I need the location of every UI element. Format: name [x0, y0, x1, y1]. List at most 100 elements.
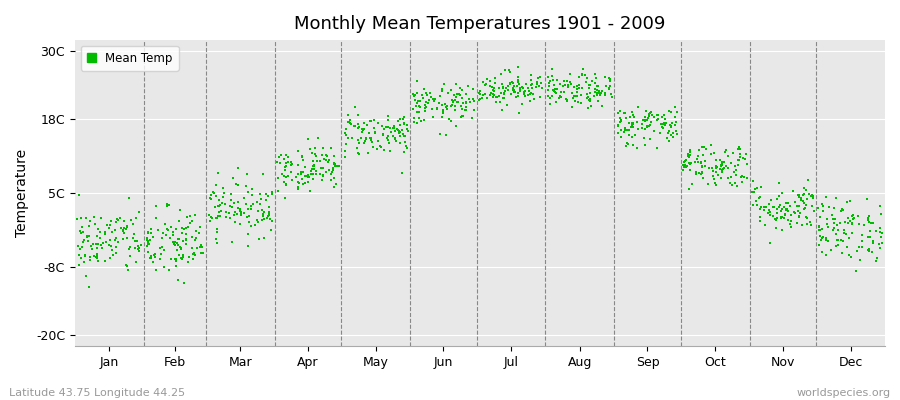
Point — [432, 100, 446, 106]
Point — [524, 82, 538, 88]
Point — [126, 235, 140, 242]
Point — [445, 101, 459, 108]
Point — [724, 182, 739, 188]
Point — [796, 206, 811, 212]
Point — [351, 112, 365, 118]
Point — [111, 239, 125, 245]
Point — [834, 250, 849, 256]
Point — [409, 103, 423, 109]
Point — [770, 225, 784, 231]
Point — [513, 84, 527, 91]
Point — [759, 204, 773, 210]
Point — [643, 122, 657, 128]
Point — [794, 194, 808, 201]
Point — [319, 152, 333, 158]
Point — [292, 179, 306, 185]
Point — [560, 78, 574, 84]
Point — [855, 244, 869, 250]
Point — [104, 229, 119, 236]
Point — [397, 120, 411, 127]
Point — [657, 112, 671, 118]
Point — [320, 153, 334, 159]
Point — [500, 83, 515, 89]
Point — [306, 170, 320, 177]
Point — [734, 174, 748, 180]
Point — [701, 165, 716, 171]
Point — [453, 85, 467, 91]
Point — [407, 93, 421, 99]
Point — [546, 77, 561, 84]
Point — [278, 194, 293, 201]
Point — [763, 196, 778, 203]
Point — [472, 96, 487, 102]
Point — [188, 252, 202, 258]
Point — [355, 129, 369, 136]
Point — [581, 97, 596, 103]
Point — [681, 154, 696, 160]
Point — [640, 122, 654, 129]
Point — [815, 233, 830, 240]
Point — [211, 170, 225, 176]
Point — [120, 223, 134, 230]
Point — [679, 164, 693, 170]
Point — [219, 214, 233, 220]
Point — [591, 98, 606, 104]
Point — [245, 186, 259, 192]
Point — [770, 210, 784, 217]
Point — [549, 90, 563, 96]
Point — [422, 96, 436, 103]
Point — [493, 70, 508, 77]
Point — [677, 159, 691, 165]
Point — [417, 86, 431, 92]
Point — [580, 94, 595, 100]
Point — [387, 123, 401, 130]
Point — [328, 162, 342, 168]
Point — [873, 229, 887, 235]
Point — [167, 240, 182, 247]
Point — [125, 220, 140, 227]
Point — [320, 156, 334, 163]
Point — [188, 237, 202, 243]
Point — [146, 259, 160, 266]
Point — [409, 92, 423, 98]
Point — [784, 217, 798, 224]
Point — [824, 247, 838, 253]
Point — [729, 167, 743, 174]
Point — [261, 213, 275, 220]
Point — [639, 108, 653, 114]
Point — [186, 256, 201, 262]
Point — [567, 93, 581, 99]
Point — [695, 144, 709, 150]
Point — [727, 168, 742, 175]
Point — [638, 126, 652, 132]
Point — [94, 242, 108, 248]
Point — [262, 208, 276, 215]
Point — [485, 84, 500, 90]
Point — [681, 151, 696, 157]
Point — [753, 206, 768, 212]
Point — [719, 147, 733, 154]
Point — [140, 241, 155, 247]
Point — [840, 199, 854, 206]
Point — [400, 144, 414, 151]
Point — [682, 186, 697, 192]
Point — [223, 203, 238, 209]
Point — [277, 164, 292, 171]
Point — [416, 95, 430, 101]
Point — [792, 212, 806, 219]
Point — [74, 230, 88, 236]
Point — [830, 222, 844, 228]
Point — [640, 124, 654, 130]
Point — [388, 136, 402, 142]
Point — [444, 118, 458, 125]
Point — [321, 166, 336, 173]
Point — [407, 115, 421, 121]
Point — [763, 209, 778, 215]
Point — [88, 220, 103, 227]
Point — [852, 220, 867, 227]
Point — [714, 163, 728, 170]
Point — [70, 216, 85, 222]
Point — [180, 214, 194, 221]
Point — [613, 118, 627, 125]
Point — [270, 175, 284, 182]
